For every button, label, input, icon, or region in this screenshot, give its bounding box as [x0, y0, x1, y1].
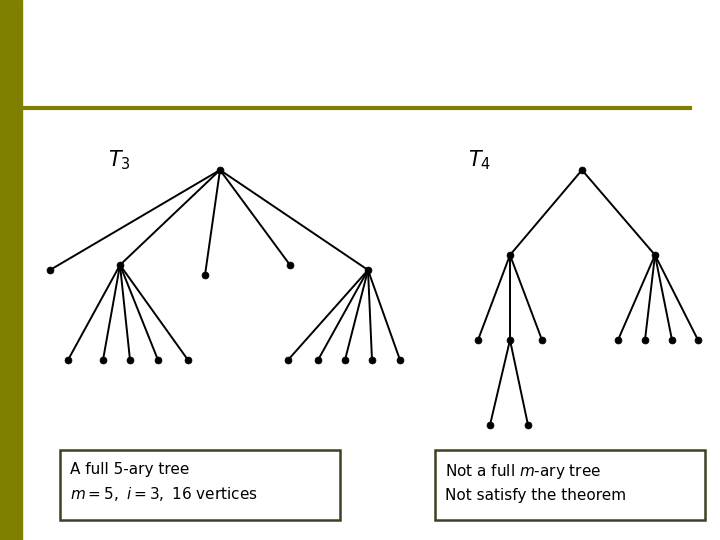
Text: A full 5-ary tree
$m = 5,\ i = 3,\ 16$ vertices: A full 5-ary tree $m = 5,\ i = 3,\ 16$ v… [70, 462, 258, 503]
FancyBboxPatch shape [60, 450, 340, 520]
Bar [0, 0, 22, 540]
Text: $T_3$: $T_3$ [108, 148, 131, 172]
FancyBboxPatch shape [435, 450, 705, 520]
Text: $T_4$: $T_4$ [468, 148, 491, 172]
Text: Not a full $m$-ary tree
Not satisfy the theorem: Not a full $m$-ary tree Not satisfy the … [445, 462, 626, 503]
